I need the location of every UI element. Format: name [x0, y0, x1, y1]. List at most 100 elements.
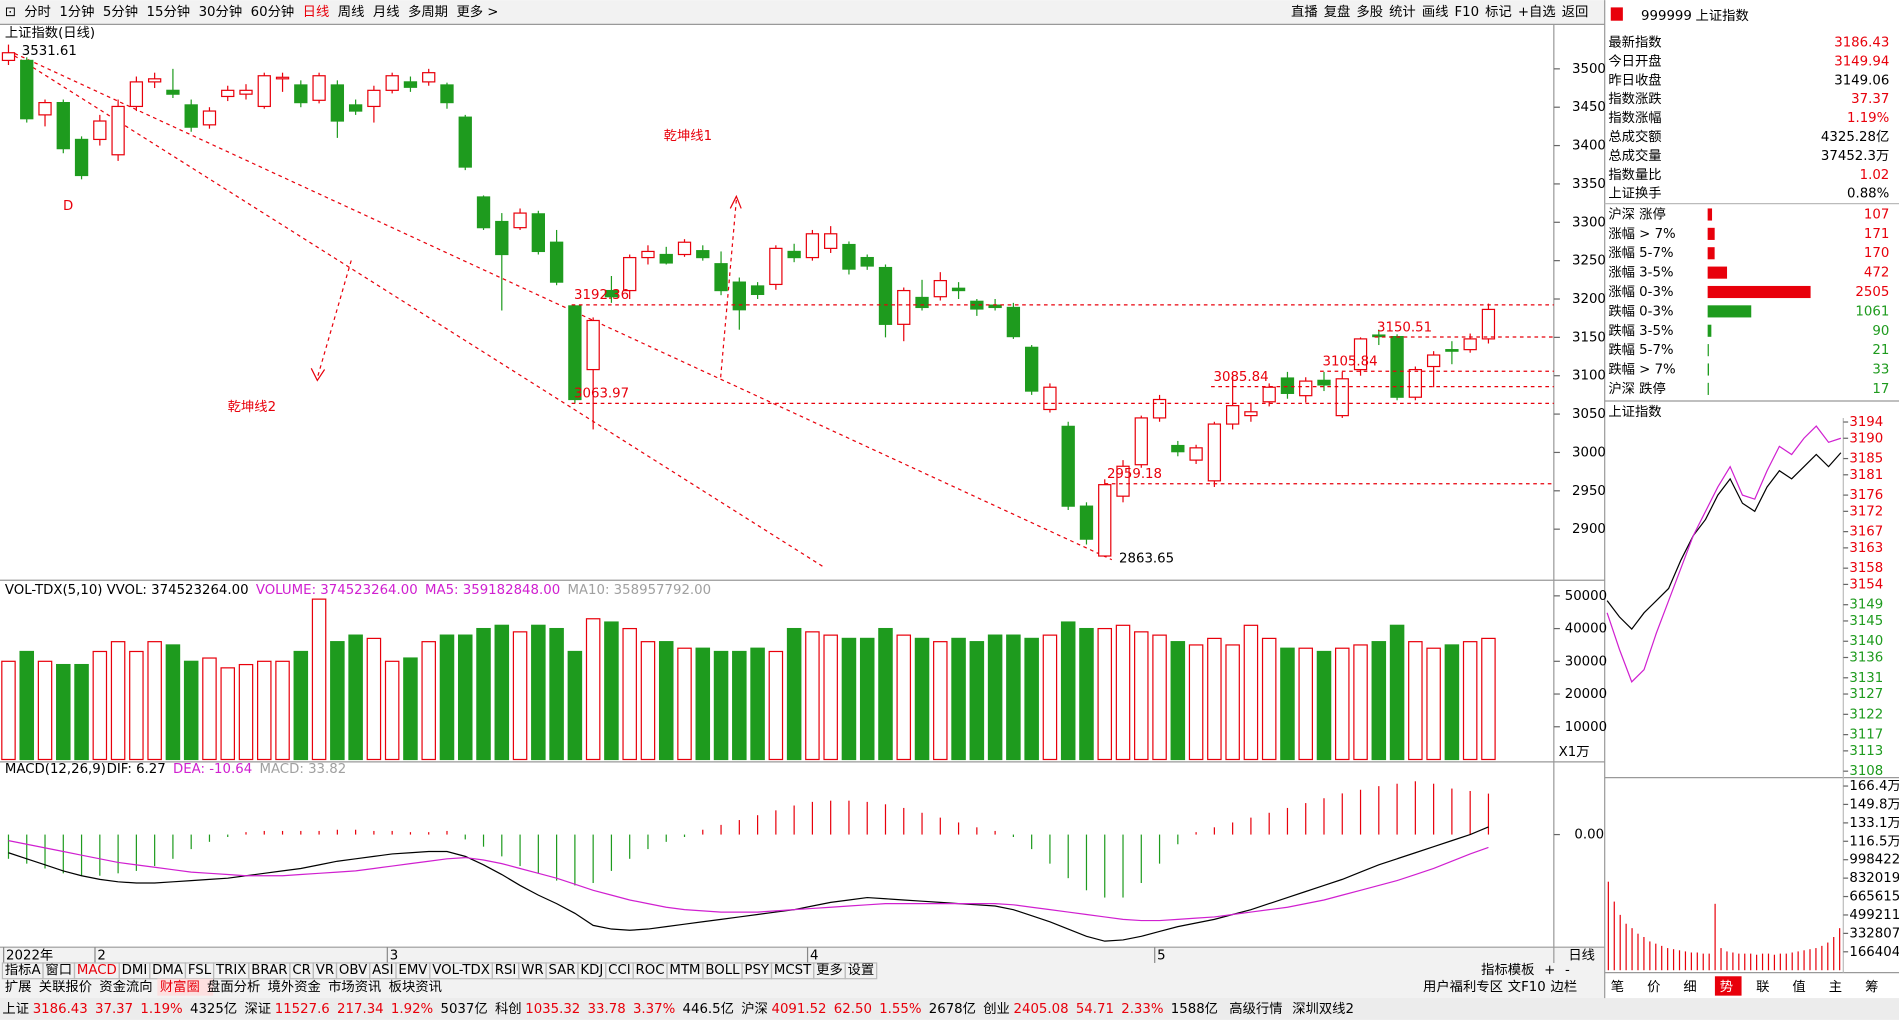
indicator-tab[interactable]: RSI [495, 963, 517, 978]
indicator-tab[interactable]: VR [316, 963, 334, 978]
indicator-tab[interactable]: CCI [608, 963, 631, 978]
period-tab[interactable]: 1分钟 [59, 3, 94, 20]
level-label: 3192.36 [574, 288, 629, 303]
period-tab[interactable]: 分时 [24, 4, 51, 20]
side-tab[interactable]: 筹 [1865, 978, 1878, 995]
indicator-tab[interactable]: FSL [188, 963, 212, 978]
candle-body [805, 233, 820, 259]
panel-tab[interactable]: 关联报价 [39, 979, 92, 995]
volume-bar [439, 634, 455, 761]
template-button[interactable]: 指标模板 [1481, 962, 1534, 978]
side-tab[interactable]: 主 [1829, 979, 1842, 995]
side-tab[interactable]: 细 [1683, 979, 1696, 995]
period-tab[interactable]: 月线 [373, 4, 400, 20]
template-button[interactable]: - [1565, 963, 1570, 978]
indicator-tab[interactable]: PSY [744, 963, 769, 978]
tool-button[interactable]: 多股 [1356, 3, 1383, 20]
period-tab[interactable]: 15分钟 [147, 3, 191, 20]
tool-button[interactable]: 复盘 [1324, 3, 1351, 20]
status-value: 5037亿 [440, 1001, 487, 1017]
indicator-tab[interactable]: ASI [372, 963, 393, 978]
period-tab[interactable]: 周线 [338, 4, 365, 20]
indicator-tab[interactable]: MTM [669, 963, 700, 978]
side-tab[interactable]: 值 [1792, 979, 1805, 995]
panel-tab[interactable]: 资金流向 [99, 979, 152, 995]
indicator-tab[interactable]: EMV [398, 963, 427, 978]
panel-tab[interactable]: 市场资讯 [328, 978, 381, 995]
level-label: 3105.84 [1323, 355, 1378, 370]
candle-body [1134, 417, 1148, 466]
menu-icon[interactable]: ⊡ [5, 5, 16, 20]
indicator-tab[interactable]: MACD [77, 963, 117, 978]
volume-bar [1006, 634, 1021, 761]
panel-title: VOL-TDX(5,10) [5, 583, 103, 598]
level-label: 3063.97 [574, 387, 629, 402]
indicator-tab[interactable]: 指标A [5, 962, 41, 978]
y-tick-label: 3108 [1849, 764, 1883, 779]
candle-body [458, 116, 472, 168]
indicator-tab[interactable]: 设置 [848, 962, 875, 978]
stat-value: 4325.28亿 [1821, 129, 1889, 145]
candle-body [714, 263, 728, 292]
volume-bar [1225, 644, 1240, 761]
indicator-tab[interactable]: MCST [774, 963, 812, 978]
side-tab[interactable]: 联 [1756, 979, 1769, 995]
tool-button[interactable]: 标记 [1485, 4, 1512, 20]
volume-bar [1426, 647, 1441, 761]
tool-button[interactable]: 返回 [1562, 4, 1589, 20]
chart-title: 上证指数(日线) [5, 25, 95, 41]
y-tick-label: 665615 [1849, 890, 1899, 905]
indicator-tab[interactable]: 窗口 [45, 961, 72, 978]
side-tab[interactable]: 势 [1720, 979, 1733, 995]
tool-button[interactable]: F10 [1455, 5, 1480, 20]
indicator-tab[interactable]: SAR [548, 963, 575, 978]
extra-button[interactable]: 边栏 [1551, 979, 1578, 995]
indicator-tab[interactable]: BOLL [705, 963, 740, 978]
status-name: 深证 [244, 1001, 271, 1017]
y-tick-label: 149.8万 [1849, 797, 1899, 812]
side-tab[interactable]: 笔 [1611, 979, 1624, 995]
candle-body [732, 281, 746, 311]
indicator-tab[interactable]: TRIX [215, 963, 246, 978]
period-tab[interactable]: 30分钟 [199, 3, 243, 20]
panel-tab[interactable]: 盘面分析 [207, 978, 260, 995]
indicator-tab[interactable]: DMA [152, 963, 183, 978]
panel-tab[interactable]: 财富圈 [160, 978, 200, 995]
period-tab[interactable]: 多周期 [408, 3, 448, 20]
indicator-tab[interactable]: BRAR [251, 963, 287, 978]
period-tab[interactable]: 5分钟 [103, 3, 138, 20]
extra-button[interactable]: 用户福利专区 [1423, 978, 1503, 995]
extra-button[interactable]: 文F10 [1508, 979, 1546, 995]
indicator-tab[interactable]: DMI [122, 963, 148, 978]
period-tab[interactable]: 60分钟 [251, 3, 295, 20]
tool-button[interactable]: 直播 [1291, 4, 1318, 20]
panel-tab[interactable]: 扩展 [5, 979, 32, 995]
indicator-tab[interactable]: OBV [339, 963, 367, 978]
panel-tab[interactable]: 板块资讯 [389, 979, 442, 995]
status-extra[interactable]: 高级行情 [1229, 1000, 1282, 1017]
y-tick-label: 3250 [1572, 254, 1606, 269]
panel-tab[interactable]: 境外资金 [268, 979, 321, 995]
indicator-tab[interactable]: ROC [636, 963, 665, 978]
volume-bar [677, 647, 692, 761]
status-extra[interactable]: 深圳双线2 [1292, 1001, 1354, 1017]
candle-body [1408, 368, 1423, 398]
indicator-tab[interactable]: VOL-TDX [432, 963, 490, 978]
indicator-tab[interactable]: 更多 [816, 961, 843, 978]
y-tick-label: 499211 [1849, 908, 1899, 923]
y-tick-label: 166404 [1849, 945, 1899, 960]
tool-button[interactable]: 统计 [1389, 4, 1416, 20]
indicator-tab[interactable]: KDJ [580, 963, 603, 978]
status-name: 沪深 [741, 1001, 768, 1017]
template-button[interactable]: + [1544, 963, 1555, 978]
indicator-tab[interactable]: CR [292, 963, 311, 978]
period-tab[interactable]: 日线 [303, 4, 330, 20]
y-tick-label: 10000 [1565, 720, 1607, 735]
indicator-tab[interactable]: WR [521, 963, 543, 978]
candle-body [897, 289, 911, 325]
side-tab[interactable]: 价 [1647, 980, 1660, 995]
tool-button[interactable]: 画线 [1422, 4, 1449, 20]
period-tab[interactable]: 更多 > [456, 3, 498, 20]
tool-button[interactable]: +自选 [1518, 4, 1556, 20]
